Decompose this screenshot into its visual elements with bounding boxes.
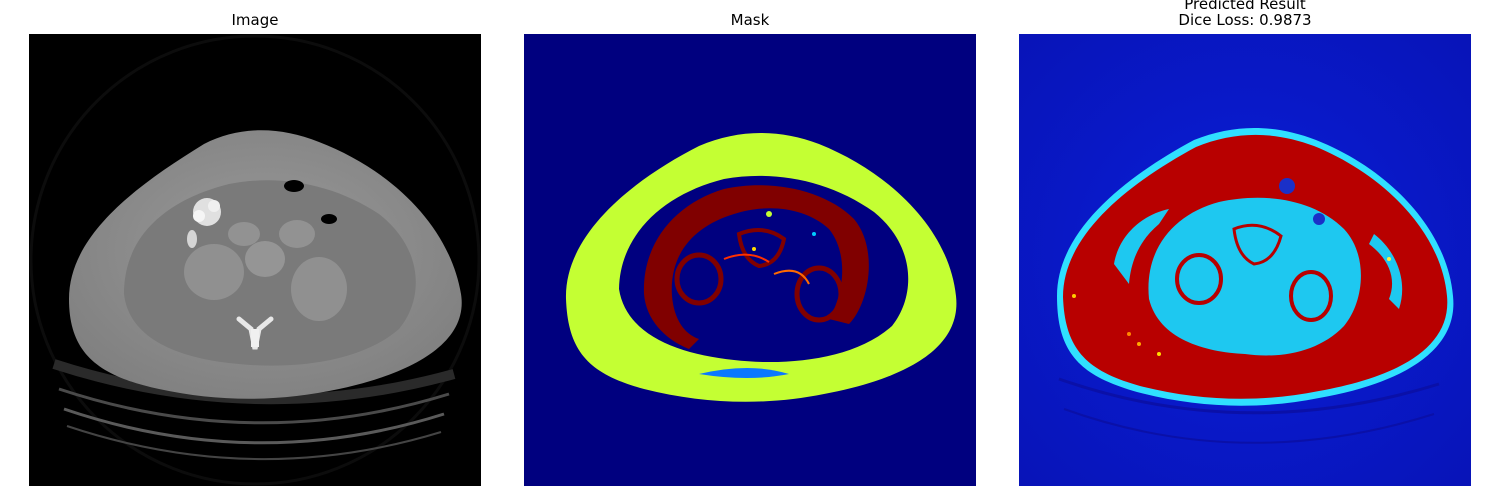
segmentation-mask-image xyxy=(524,34,976,486)
ct-image-panel xyxy=(29,34,481,486)
mask-panel-title: Mask xyxy=(730,11,770,29)
prediction-panel-title-line1: Predicted Result xyxy=(1184,0,1306,13)
prediction-panel-title-line2: Dice Loss: 0.9873 xyxy=(1178,11,1312,29)
predicted-result-image xyxy=(1019,34,1471,486)
ct-scan-image xyxy=(29,34,481,486)
prediction-panel xyxy=(1019,34,1471,486)
image-panel-title: Image xyxy=(231,11,279,29)
mask-panel xyxy=(524,34,976,486)
